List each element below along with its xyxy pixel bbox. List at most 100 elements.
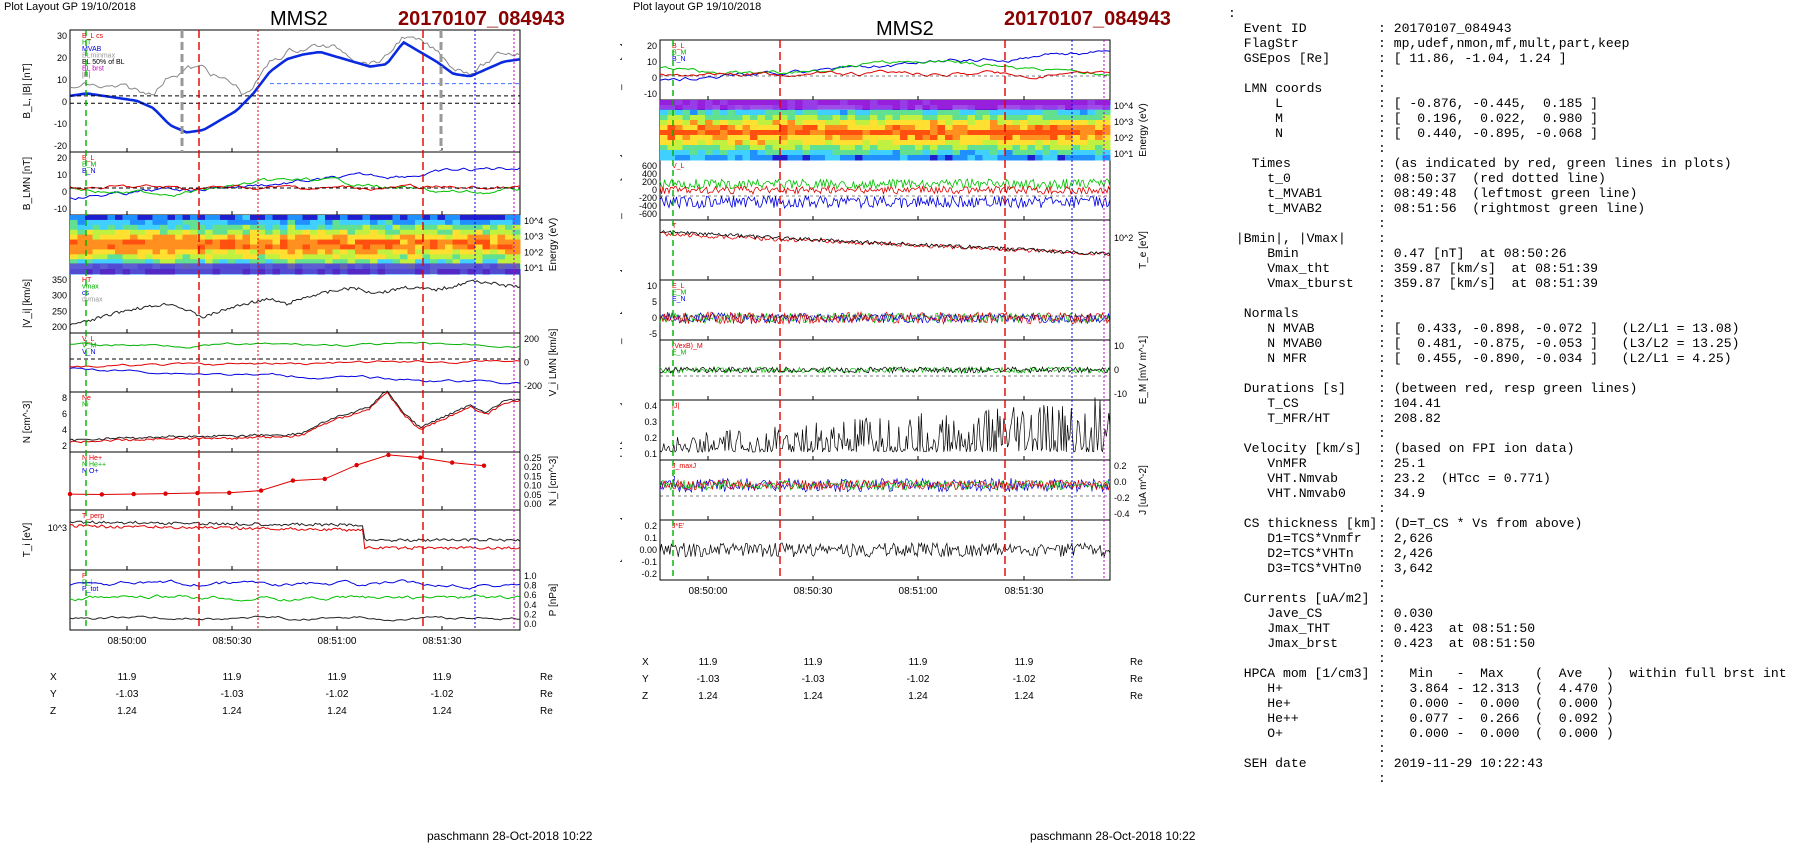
left-eph-value: 1.24 [117,706,137,717]
mid-spectrogram-cell [967,120,976,126]
left-blmn-bn-line [69,183,521,191]
left-spectrogram-cell [422,224,431,231]
left-spectrogram-cell [70,244,78,250]
left-spectrogram-cell [272,229,281,236]
left-spectrogram-cell [302,229,311,236]
mid-spectrogram-cell [727,140,736,146]
left-spectrogram-cell [332,249,341,255]
info-key: Times [1228,156,1291,171]
mid-spectrogram-cell [735,140,743,146]
mid-spectrogram-cell [690,125,698,131]
mid-spectrogram-cell [1102,135,1111,141]
mid-spectrogram-cell [1102,130,1111,136]
left-spectrogram-cell [287,239,296,245]
left-ytick-label: 20 [57,53,67,63]
info-row: Velocity [km/s]: (based on FPI ion data) [1228,441,1800,456]
mid-spectrogram-cell [1012,155,1021,161]
mid-eph-value: -1.02 [907,674,930,685]
left-spectrogram-cell [280,215,288,221]
mid-spectrogram-cell [765,155,773,161]
left-ytick-label: 0.0 [524,619,537,629]
left-spectrogram-cell [392,224,401,231]
left-spectrogram-cell [317,249,326,255]
left-spectrogram-cell [385,249,393,255]
left-spectrogram-cell [340,234,348,241]
left-spectrogram-cell [250,229,258,236]
left-legend-entry: HT [82,277,92,284]
mid-spectrogram-cell [847,150,856,156]
left-spectrogram-cell [287,244,296,250]
left-spectrogram-cell [250,254,258,260]
left-spectrogram-cell [400,219,408,226]
left-spectrogram-cell [475,234,483,241]
info-key: H+ [1228,681,1284,696]
mid-spectrogram-cell [930,120,938,126]
left-spectrogram-cell [415,229,423,236]
info-key: D1=TCS*Vnmfr [1228,531,1362,546]
mid-spectrogram-cell [975,120,983,126]
mid-eph-value: -1.03 [697,674,720,685]
info-value: : [1378,66,1386,81]
left-spectrogram-cell [332,254,341,260]
left-ytick-label: 0.6 [524,590,537,600]
mid-spectrogram-cell [780,110,788,116]
info-value: : 0.030 [1378,606,1434,621]
mid-spectrogram-cell [1065,110,1073,116]
left-spectrogram-cell [377,229,386,236]
mid-spectrogram-cell [802,155,811,161]
mid-spectrogram-cell [855,140,863,146]
mid-spectrogram-cell [1035,140,1043,146]
info-row: Times: (as indicated by red, green lines… [1228,156,1800,171]
info-value: : [1378,576,1386,591]
mid-spectrogram-cell [720,140,728,146]
left-spectrogram-cell [167,254,176,260]
info-key: GSEpos [Re] [1228,51,1331,66]
left-spectrogram-cell [265,239,273,245]
mid-spectrogram-cell [1080,125,1088,131]
left-spectrogram-cell [137,229,146,236]
left-spectrogram-cell [317,254,326,260]
mid-spectrogram-cell [915,135,923,141]
mid-spectrogram-cell [660,150,668,156]
left-spectrogram-cell [340,224,348,231]
left-spectrogram-cell [497,215,506,221]
mid-spectrogram-cell [795,130,803,136]
left-spectrogram-cell [317,219,326,226]
mid-spectrogram-cell [975,150,983,156]
mid-spectrogram-cell [922,155,931,161]
mid-spectrogram-noise-band [660,100,1110,110]
left-eph-value: -1.02 [431,689,454,700]
left-ytick-label: 30 [57,31,67,41]
mid-spectrogram-cell [697,140,706,146]
left-spectrogram-cell [137,239,146,245]
info-value: : [1378,141,1386,156]
mid-spectrogram-cell [1072,120,1081,126]
left-spectrogram-cell [377,239,386,245]
left-spectrogram-cell [227,254,236,260]
left-spectrogram-cell [302,234,311,241]
mid-spectrogram-cell [1005,145,1013,151]
left-spectrogram-cell [182,254,191,260]
info-row: H+: 3.864 - 12.313 ( 4.470 ) [1228,681,1800,696]
mid-spectrogram-cell [1027,140,1036,146]
mid-spectrogram-cell [1027,110,1036,116]
mid-panel-frame [659,279,1111,341]
mid-ylabel: E_M [mV m^-1] [1138,335,1149,404]
left-spectrogram-cell [257,234,266,241]
info-value: : 104.41 [1378,396,1441,411]
left-spectrogram-cell [182,244,191,250]
mid-spectrogram-cell [967,110,976,116]
mid-spectrogram-cell [885,130,893,136]
mid-ytick-label: 0.1 [644,449,657,459]
mid-spectrogram-cell [877,140,886,146]
mid-spectrogram-cell [847,135,856,141]
info-value: : [ 0.440, -0.895, -0.068 ] [1378,126,1599,141]
mid-spectrogram-cell [712,150,721,156]
left-spectrogram-cell [512,249,521,255]
mid-spectrogram-cell [1080,120,1088,126]
mid-blmn-bn-line [659,69,1111,80]
left-spectrogram-cell [175,229,183,236]
mid-spectrogram-cell [690,130,698,136]
left-spectrogram-cell [130,215,138,221]
mid-ylabel: V_e LMN [km/s] [620,154,623,225]
